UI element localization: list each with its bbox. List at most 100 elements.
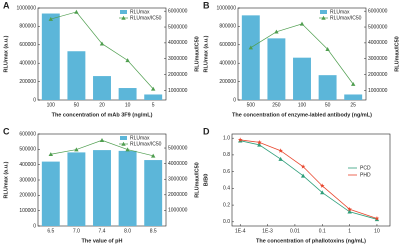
y2-tick-label: 2000000 (168, 72, 188, 78)
panel-label: A (3, 0, 10, 10)
y2-tick-label: 1000000 (168, 208, 188, 214)
y-tick-label: 0.0 (223, 219, 230, 225)
x-tick-label: 25 (350, 102, 356, 108)
y-tick-label: 1.0 (223, 136, 230, 142)
bar (67, 152, 86, 226)
marker (347, 209, 352, 214)
marker (274, 29, 279, 34)
bar (93, 150, 111, 226)
y2-tick-label: 3000000 (168, 56, 188, 62)
x-tick-label: 100 (47, 102, 56, 108)
y2-tick-label: 6000000 (368, 9, 388, 15)
x-tick-label: 10 (125, 102, 131, 108)
panel-label: C (3, 126, 10, 136)
y2-axis-label: RLUmax/IC50 (394, 36, 400, 71)
x-tick-label: 250 (272, 102, 281, 108)
legend-label: RLUmax (330, 9, 350, 15)
y-tick-label: 800000 (19, 24, 36, 30)
bar (144, 160, 163, 226)
marker (99, 138, 105, 142)
y-tick-label: 0.4 (223, 186, 230, 192)
x-axis-label: The concentration of phallotoxins (ng/mL… (256, 238, 366, 244)
x-tick-label: 20 (99, 102, 105, 108)
bar (318, 75, 337, 100)
marker (257, 139, 262, 145)
y2-tick-label: 3000000 (368, 56, 388, 62)
legend-label: RLUmax/IC50 (330, 15, 362, 21)
marker (99, 41, 105, 46)
x-tick-label: 1E-4 (235, 228, 246, 234)
marker (300, 173, 306, 178)
y2-axis-label: RLUmax/IC50 (194, 162, 200, 197)
marker (121, 141, 126, 146)
legend-label: PHD (360, 172, 371, 178)
marker (121, 15, 126, 20)
marker (321, 15, 326, 20)
y-tick-label: 200000 (19, 79, 36, 85)
x-tick-label: 7.4 (99, 228, 106, 234)
x-tick-label: 5 (152, 102, 155, 108)
y-tick-label: 200000 (19, 193, 36, 199)
y-tick-label: 400000 (19, 162, 36, 168)
x-axis-label: The value of pH (82, 238, 123, 244)
legend-swatch (320, 10, 327, 14)
y-tick-label: 300000 (19, 177, 36, 183)
y-tick-label: 1000000 (17, 5, 37, 11)
y2-tick-label: 5000000 (168, 145, 188, 151)
marker (278, 148, 283, 153)
marker (74, 9, 79, 14)
y2-axis-label: RLUmax/IC50 (194, 36, 200, 71)
legend-label: RLUmax (130, 135, 150, 141)
marker (248, 45, 253, 50)
y-tick-label: 0 (233, 97, 236, 103)
bar (41, 161, 60, 226)
y-tick-label: 500000 (19, 147, 36, 153)
bar (41, 13, 60, 100)
x-axis-label: The concentration of enzyme-labled antib… (232, 112, 372, 118)
y2-tick-label: 1000000 (168, 88, 188, 94)
marker (320, 190, 325, 195)
y2-tick-label: 2000000 (368, 72, 388, 78)
line (240, 140, 378, 220)
bar (241, 15, 260, 100)
legend-label: PCD (360, 165, 371, 171)
plot-frame (231, 133, 391, 227)
marker (257, 142, 262, 147)
marker (278, 156, 283, 161)
marker (151, 86, 156, 91)
y-axis-label: RLUmax (a.u.) (3, 161, 9, 198)
bar (293, 57, 311, 100)
bar (67, 51, 86, 100)
y-axis-label: RLUmax (a.u.) (3, 35, 9, 72)
panel-label: D (203, 126, 210, 136)
y-tick-label: 600000 (19, 131, 36, 137)
x-tick-label: 8.0 (124, 228, 131, 234)
y-tick-label: 0.2 (223, 202, 230, 208)
x-tick-label: 8.5 (150, 228, 157, 234)
legend-label: RLUmax/IC50 (130, 141, 162, 147)
y2-tick-label: 3000000 (168, 177, 188, 183)
y2-tick-label: 5000000 (168, 24, 188, 30)
marker (347, 206, 352, 212)
x-tick-label: 10 (374, 228, 380, 234)
x-tick-label: 0.01 (290, 228, 300, 234)
y2-tick-label: 4000000 (168, 161, 188, 167)
y2-tick-label: 1000000 (368, 88, 388, 94)
panel-label: B (203, 0, 210, 10)
y-tick-label: 0 (33, 223, 36, 229)
y-tick-label: 200000 (219, 79, 236, 85)
x-axis-label: The concentration of mAb 3F9 (ng/mL) (52, 112, 153, 118)
x-tick-label: 1 (348, 228, 351, 234)
marker (351, 81, 356, 86)
marker (74, 147, 79, 152)
marker (237, 137, 243, 142)
y-tick-label: 800000 (219, 24, 236, 30)
y-tick-label: 0 (33, 97, 36, 103)
y-tick-label: 0.8 (223, 152, 230, 158)
legend-swatch (120, 10, 127, 14)
marker (48, 152, 53, 157)
y-tick-label: 600000 (19, 42, 36, 48)
x-tick-label: 100 (298, 102, 307, 108)
marker (300, 164, 306, 169)
